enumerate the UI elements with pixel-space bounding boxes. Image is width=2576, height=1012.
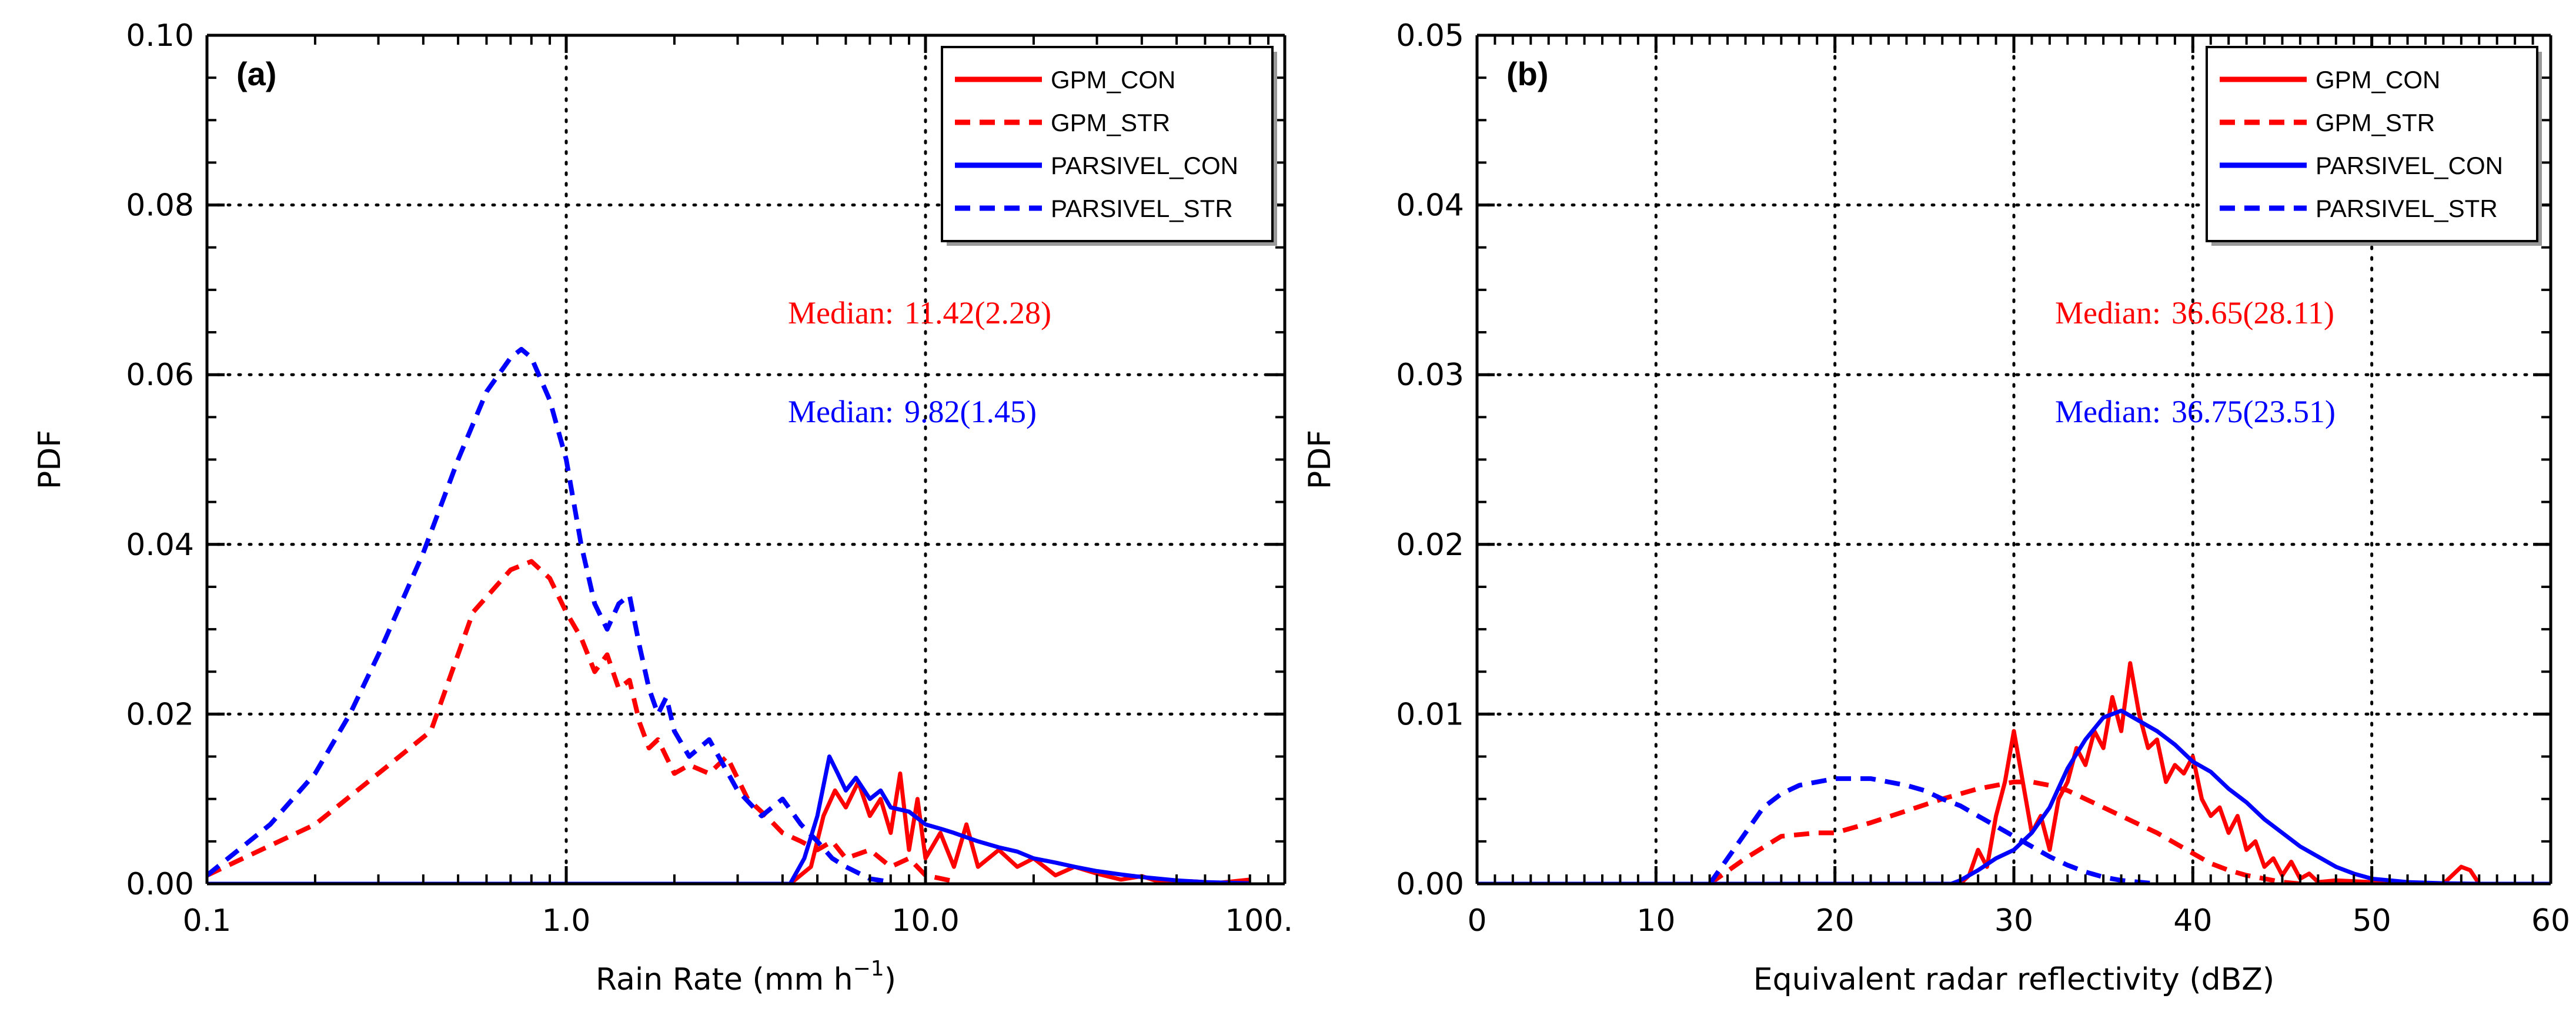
panel-b: 0.00 0.01 0.02 0.03 0.04 0.05 0 10 20 30 40 50 60 Equ… <box>1302 18 2570 997</box>
legend-label-parsivel-str: PARSIVEL_STR <box>1051 195 1233 222</box>
y-tick-label: 0.10 <box>126 18 194 54</box>
median-label: Median: <box>2055 295 2161 330</box>
median-label: Median: <box>788 394 894 429</box>
median-value: 11.42(2.28) <box>904 295 1051 330</box>
x-tick-label: 30 <box>1994 903 2033 938</box>
series-line-parsivel-str <box>1708 776 2157 884</box>
y-tick-label: 0.05 <box>1396 18 1464 54</box>
x-axis-title-text: Rain Rate (mm h <box>596 962 853 997</box>
y-tick-label: 0.06 <box>126 358 194 393</box>
median-value: 36.65(28.11) <box>2171 295 2334 330</box>
series-line-gpm-str <box>207 559 955 884</box>
y-tick-label: 0.00 <box>1396 867 1464 902</box>
series-line-parsivel-con <box>207 754 1250 884</box>
x-axis-title-text: Equivalent radar reflectivity (dBZ) <box>1753 962 2274 997</box>
x-tick-label: 60 <box>2531 903 2570 938</box>
x-tick-label: 20 <box>1816 903 1855 938</box>
legend: GPM_CON GPM_STR PARSIVEL_CON PARSIVEL_STR <box>2206 46 2542 246</box>
series-line-gpm-str <box>1708 779 2301 884</box>
median-value: 9.82(1.45) <box>904 394 1037 429</box>
median-annotation-gpm: Median: 36.65(28.11) <box>2055 295 2334 330</box>
series-line-gpm-con <box>1477 661 2551 884</box>
x-tick-label: 10 <box>1636 903 1675 938</box>
legend-label-gpm-str: GPM_STR <box>2316 109 2435 136</box>
y-tick-label: 0.08 <box>126 188 194 223</box>
panel-label: (b) <box>1506 55 1549 92</box>
legend-label-gpm-con: GPM_CON <box>2316 66 2440 93</box>
x-tick-label: 1.0 <box>542 903 591 938</box>
y-axis-title: PDF <box>1302 430 1338 489</box>
x-tick-label: 100. <box>1225 903 1293 938</box>
y-tick-label: 0.02 <box>126 697 194 732</box>
y-tick-label: 0.01 <box>1396 697 1464 732</box>
x-axis-title-close: ) <box>884 962 896 997</box>
median-annotation-parsivel: Median: 9.82(1.45) <box>788 394 1037 429</box>
median-label: Median: <box>788 295 894 330</box>
series-group <box>207 346 1251 884</box>
median-annotation-gpm: Median: 11.42(2.28) <box>788 295 1051 330</box>
x-tick-label: 10.0 <box>891 903 960 938</box>
panel-a: 0.00 0.02 0.04 0.06 0.08 0.10 0.1 1.0 10.0 100. Ra… <box>32 18 1293 997</box>
legend-label-gpm-str: GPM_STR <box>1051 109 1170 136</box>
legend: GPM_CON GPM_STR PARSIVEL_CON PARSIVEL_STR <box>941 46 1277 246</box>
y-tick-label: 0.00 <box>126 867 194 902</box>
median-value: 36.75(23.51) <box>2171 394 2336 429</box>
median-label: Median: <box>2055 394 2161 429</box>
x-tick-label: 50 <box>2353 903 2391 938</box>
y-axis-title: PDF <box>32 430 68 489</box>
series-line-parsivel-con <box>1477 709 2551 884</box>
x-axis-title-superscript: −1 <box>853 957 884 981</box>
x-tick-label: 0.1 <box>183 903 232 938</box>
series-line-parsivel-str <box>207 346 891 884</box>
panel-label: (a) <box>236 55 276 92</box>
median-annotation-parsivel: Median: 36.75(23.51) <box>2055 394 2336 429</box>
x-tick-label: 0 <box>1467 903 1486 938</box>
legend-label-parsivel-con: PARSIVEL_CON <box>1051 152 1238 179</box>
series-line-gpm-con <box>207 771 1251 884</box>
x-tick-label: 40 <box>2173 903 2212 938</box>
y-tick-label: 0.03 <box>1396 358 1464 393</box>
y-tick-label: 0.02 <box>1396 527 1464 563</box>
legend-label-parsivel-con: PARSIVEL_CON <box>2316 152 2503 179</box>
series-group <box>1477 661 2551 884</box>
y-tick-label: 0.04 <box>126 527 194 563</box>
x-axis-title: Equivalent radar reflectivity (dBZ) <box>1753 962 2274 997</box>
x-axis-title: Rain Rate (mm h−1) <box>596 957 896 997</box>
legend-label-gpm-con: GPM_CON <box>1051 66 1175 93</box>
legend-label-parsivel-str: PARSIVEL_STR <box>2316 195 2498 222</box>
y-tick-label: 0.04 <box>1396 188 1464 223</box>
